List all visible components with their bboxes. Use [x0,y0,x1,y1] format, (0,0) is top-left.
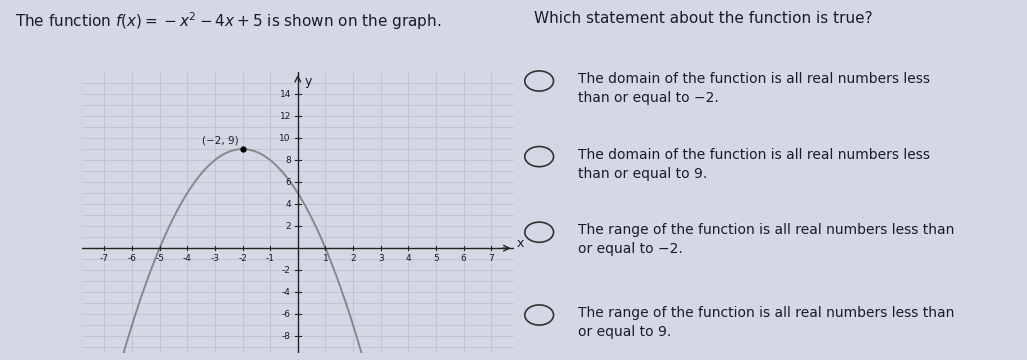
Text: -8: -8 [282,332,291,341]
Text: -7: -7 [100,254,109,263]
Text: 6: 6 [461,254,466,263]
Text: The range of the function is all real numbers less than
or equal to −2.: The range of the function is all real nu… [577,223,954,256]
Text: The domain of the function is all real numbers less
than or equal to 9.: The domain of the function is all real n… [577,148,929,181]
Text: 2: 2 [350,254,356,263]
Text: 7: 7 [489,254,494,263]
Text: 1: 1 [322,254,329,263]
Text: -4: -4 [282,288,291,297]
Text: The domain of the function is all real numbers less
than or equal to −2.: The domain of the function is all real n… [577,72,929,105]
Text: -4: -4 [183,254,192,263]
Text: (−2, 9): (−2, 9) [201,136,238,146]
Text: 4: 4 [406,254,411,263]
Text: 14: 14 [279,90,291,99]
Text: 2: 2 [286,222,291,231]
Text: The function $f(x) = -x^2 - 4x + 5$ is shown on the graph.: The function $f(x) = -x^2 - 4x + 5$ is s… [15,11,442,32]
Text: 8: 8 [286,156,291,165]
Text: -6: -6 [127,254,137,263]
Text: 3: 3 [378,254,384,263]
Text: 4: 4 [286,200,291,209]
Text: -1: -1 [266,254,274,263]
Text: -5: -5 [155,254,164,263]
Text: -3: -3 [211,254,220,263]
Text: Which statement about the function is true?: Which statement about the function is tr… [534,11,873,26]
Text: -2: -2 [282,266,291,275]
Text: 5: 5 [433,254,439,263]
Text: -6: -6 [282,310,291,319]
Text: 12: 12 [279,112,291,121]
Text: The range of the function is all real numbers less than
or equal to 9.: The range of the function is all real nu… [577,306,954,339]
Text: 10: 10 [279,134,291,143]
Text: 6: 6 [286,177,291,186]
Text: y: y [305,75,312,88]
Text: x: x [517,237,524,250]
Text: -2: -2 [238,254,246,263]
